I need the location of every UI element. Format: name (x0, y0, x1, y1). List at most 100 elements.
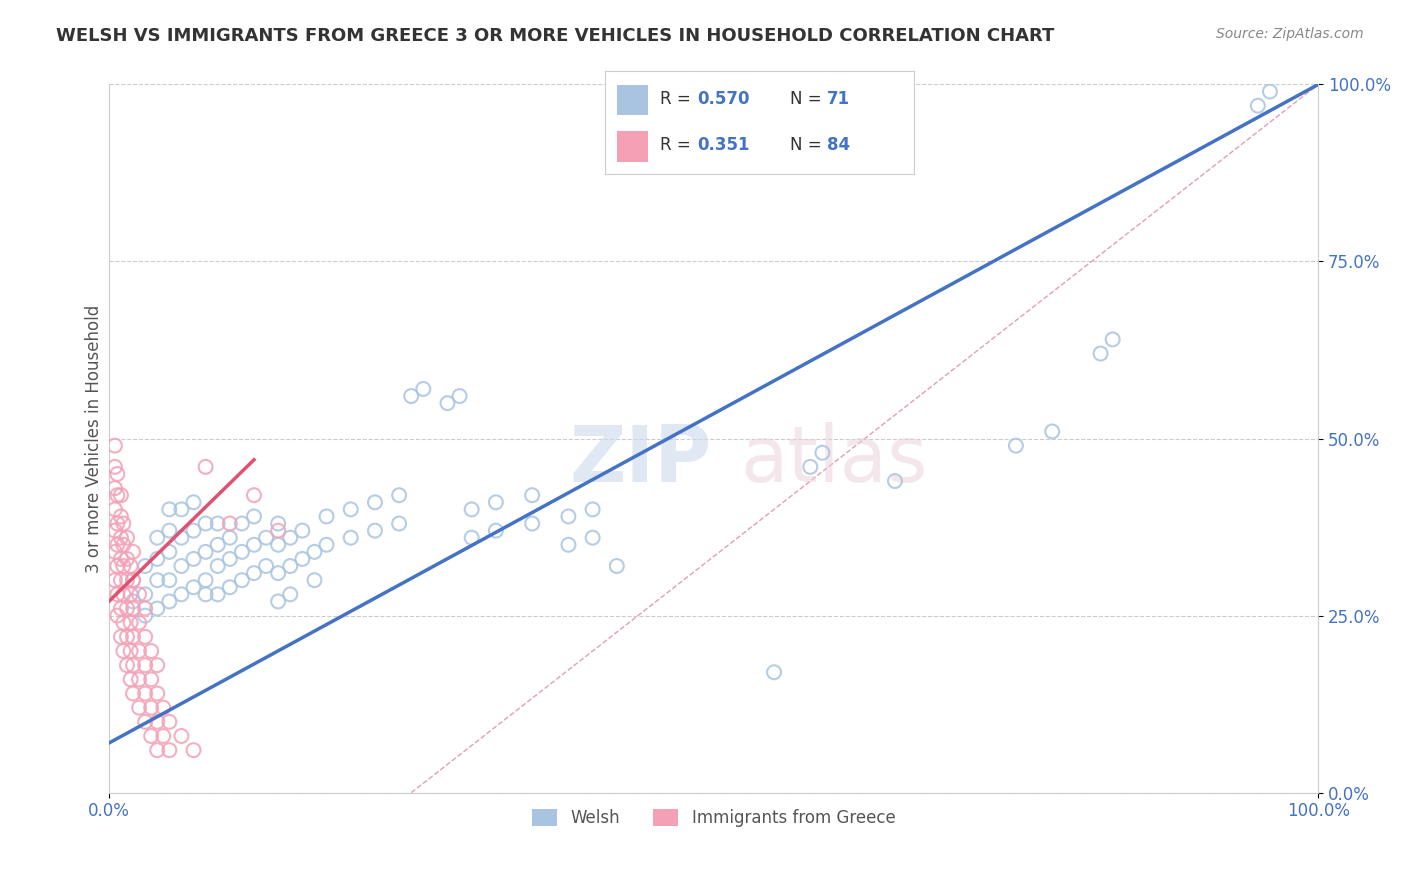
Point (120, 587, 142, 601)
Point (146, 686, 169, 700)
Point (436, 396, 458, 410)
Point (581, 531, 603, 545)
Point (231, 545, 253, 559)
Point (581, 502, 603, 516)
Point (134, 587, 156, 601)
Point (105, 516, 128, 531)
Point (115, 630, 138, 644)
Point (115, 601, 138, 615)
Point (267, 594, 290, 608)
Legend: Welsh, Immigrants from Greece: Welsh, Immigrants from Greece (526, 803, 901, 834)
Point (134, 714, 156, 729)
Point (105, 608, 128, 623)
Point (122, 630, 145, 644)
Point (243, 538, 266, 552)
Point (183, 580, 205, 594)
Point (120, 644, 142, 658)
Point (1040, 425, 1063, 439)
Point (291, 524, 314, 538)
Point (104, 524, 127, 538)
Point (412, 382, 434, 396)
Point (170, 531, 193, 545)
Point (105, 488, 128, 502)
Point (243, 509, 266, 524)
Point (207, 538, 229, 552)
Point (254, 531, 277, 545)
Text: N =: N = (790, 136, 827, 154)
Point (194, 516, 217, 531)
Point (134, 658, 156, 673)
Point (115, 573, 138, 587)
Point (218, 531, 240, 545)
Text: 84: 84 (827, 136, 851, 154)
Point (128, 587, 150, 601)
Point (388, 516, 411, 531)
Point (157, 502, 180, 516)
Point (1258, 85, 1281, 99)
Bar (617, 85, 648, 115)
Point (110, 552, 132, 566)
Text: 0.351: 0.351 (697, 136, 749, 154)
Point (485, 524, 508, 538)
Point (146, 531, 169, 545)
Point (170, 559, 193, 574)
Point (120, 673, 142, 687)
Point (183, 743, 205, 757)
Point (112, 587, 135, 601)
Point (122, 601, 145, 615)
Point (278, 559, 301, 574)
Point (141, 673, 163, 687)
Point (104, 545, 127, 559)
Text: Source: ZipAtlas.com: Source: ZipAtlas.com (1216, 27, 1364, 41)
Point (110, 509, 132, 524)
Point (115, 552, 138, 566)
Text: 71: 71 (827, 90, 851, 108)
Point (267, 538, 290, 552)
Point (115, 531, 138, 545)
Point (122, 686, 145, 700)
Y-axis label: 3 or more Vehicles in Household: 3 or more Vehicles in Household (86, 304, 103, 573)
Point (110, 488, 132, 502)
Point (243, 488, 266, 502)
Point (388, 488, 411, 502)
Point (218, 552, 240, 566)
Point (120, 559, 142, 574)
Point (460, 531, 482, 545)
Point (207, 516, 229, 531)
Point (485, 495, 508, 509)
Point (141, 729, 163, 743)
Point (110, 630, 132, 644)
Point (112, 538, 135, 552)
Point (141, 644, 163, 658)
Point (146, 658, 169, 673)
Point (557, 509, 579, 524)
Point (811, 446, 834, 460)
Point (1090, 346, 1112, 360)
Point (134, 559, 156, 574)
Point (134, 608, 156, 623)
Point (157, 594, 180, 608)
Point (231, 573, 253, 587)
Point (449, 389, 471, 403)
Point (110, 531, 132, 545)
Point (364, 524, 387, 538)
Point (194, 587, 217, 601)
Point (134, 601, 156, 615)
Point (122, 573, 145, 587)
Point (520, 488, 543, 502)
Point (112, 644, 135, 658)
Point (104, 502, 127, 516)
Point (254, 559, 277, 574)
Point (278, 531, 301, 545)
Text: R =: R = (661, 90, 696, 108)
Point (460, 502, 482, 516)
Point (763, 665, 786, 680)
Point (105, 467, 128, 481)
Point (194, 573, 217, 587)
Point (112, 516, 135, 531)
Point (183, 524, 205, 538)
Point (104, 459, 127, 474)
Text: 0.570: 0.570 (697, 90, 749, 108)
Point (884, 474, 907, 488)
Point (194, 459, 217, 474)
